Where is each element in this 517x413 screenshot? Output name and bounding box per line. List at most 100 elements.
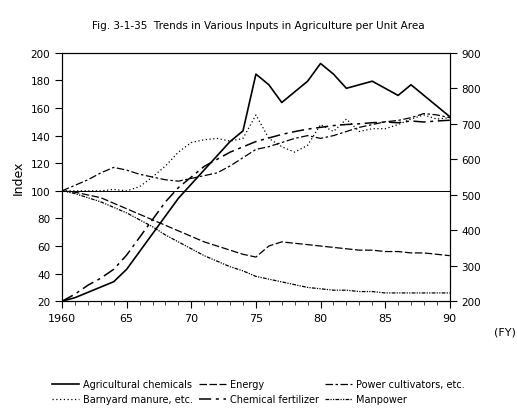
- Manpower: [201, 254, 207, 259]
- Energy: [124, 207, 130, 212]
- Agricultural chemicals: [98, 285, 104, 290]
- Power cultivators, etc.: [188, 176, 194, 181]
- Power cultivators, etc.: [201, 174, 207, 179]
- Manpower: [175, 240, 181, 245]
- Power cultivators, etc.: [175, 179, 181, 184]
- Chemical fertilizer: [421, 120, 427, 125]
- Power cultivators, etc.: [421, 112, 427, 117]
- Energy: [447, 254, 453, 259]
- Agricultural chemicals: [434, 104, 440, 109]
- Barnyard manure, etc.: [279, 145, 285, 150]
- Manpower: [305, 285, 311, 290]
- Chemical fertilizer: [188, 175, 194, 180]
- Agricultural chemicals: [330, 72, 337, 77]
- Power cultivators, etc.: [356, 126, 362, 131]
- Chemical fertilizer: [356, 122, 362, 127]
- Agricultural chemicals: [201, 168, 207, 173]
- Power cultivators, etc.: [447, 116, 453, 121]
- Barnyard manure, etc.: [98, 189, 104, 194]
- Barnyard manure, etc.: [447, 116, 453, 121]
- Chemical fertilizer: [162, 200, 169, 205]
- Power cultivators, etc.: [279, 141, 285, 146]
- Barnyard manure, etc.: [382, 127, 388, 132]
- Agricultural chemicals: [447, 115, 453, 120]
- Chemical fertilizer: [136, 235, 143, 240]
- Barnyard manure, etc.: [305, 143, 311, 148]
- Agricultural chemicals: [356, 83, 362, 88]
- Power cultivators, etc.: [85, 178, 91, 183]
- Agricultural chemicals: [227, 140, 233, 145]
- Power cultivators, etc.: [369, 123, 375, 128]
- Barnyard manure, etc.: [72, 189, 78, 194]
- Chemical fertilizer: [317, 126, 324, 131]
- Manpower: [317, 287, 324, 292]
- Chemical fertilizer: [395, 121, 401, 126]
- Barnyard manure, etc.: [421, 113, 427, 118]
- Chemical fertilizer: [201, 164, 207, 169]
- Manpower: [72, 192, 78, 197]
- Energy: [136, 212, 143, 217]
- Manpower: [343, 288, 349, 293]
- Agricultural chemicals: [149, 232, 156, 237]
- Energy: [434, 252, 440, 257]
- Chemical fertilizer: [266, 136, 272, 141]
- Agricultural chemicals: [292, 90, 298, 95]
- Chemical fertilizer: [98, 276, 104, 281]
- Chemical fertilizer: [59, 299, 65, 304]
- Chemical fertilizer: [253, 140, 259, 145]
- Line: Manpower: Manpower: [62, 191, 450, 293]
- Chemical fertilizer: [124, 253, 130, 258]
- Chemical fertilizer: [149, 218, 156, 223]
- Manpower: [111, 205, 117, 210]
- Power cultivators, etc.: [98, 171, 104, 176]
- Barnyard manure, etc.: [266, 137, 272, 142]
- Manpower: [330, 288, 337, 293]
- Power cultivators, etc.: [317, 137, 324, 142]
- Y-axis label: Index: Index: [12, 160, 25, 195]
- Power cultivators, etc.: [136, 172, 143, 177]
- Agricultural chemicals: [111, 280, 117, 285]
- Chemical fertilizer: [111, 267, 117, 272]
- Power cultivators, etc.: [240, 156, 246, 161]
- Power cultivators, etc.: [214, 171, 220, 176]
- Agricultural chemicals: [162, 214, 169, 219]
- Manpower: [395, 291, 401, 296]
- Energy: [59, 189, 65, 194]
- Chemical fertilizer: [382, 120, 388, 125]
- Agricultural chemicals: [175, 196, 181, 201]
- Manpower: [85, 196, 91, 201]
- Energy: [317, 244, 324, 249]
- Power cultivators, etc.: [149, 175, 156, 180]
- Chemical fertilizer: [343, 123, 349, 128]
- Chemical fertilizer: [175, 186, 181, 191]
- Energy: [356, 248, 362, 253]
- Chemical fertilizer: [408, 119, 414, 124]
- Manpower: [421, 291, 427, 296]
- Barnyard manure, etc.: [253, 113, 259, 118]
- Power cultivators, etc.: [111, 166, 117, 171]
- Manpower: [408, 291, 414, 296]
- Barnyard manure, etc.: [369, 127, 375, 132]
- Agricultural chemicals: [240, 129, 246, 134]
- Energy: [149, 218, 156, 223]
- Barnyard manure, etc.: [162, 164, 169, 169]
- Energy: [85, 193, 91, 198]
- Agricultural chemicals: [59, 299, 65, 304]
- Barnyard manure, etc.: [59, 189, 65, 194]
- Chemical fertilizer: [240, 145, 246, 150]
- Barnyard manure, etc.: [149, 175, 156, 180]
- Agricultural chemicals: [214, 154, 220, 159]
- Chemical fertilizer: [369, 121, 375, 126]
- Manpower: [162, 233, 169, 238]
- Chemical fertilizer: [330, 124, 337, 129]
- Text: (FY): (FY): [494, 326, 516, 337]
- Agricultural chemicals: [136, 249, 143, 254]
- Text: Fig. 3-1-35  Trends in Various Inputs in Agriculture per Unit Area: Fig. 3-1-35 Trends in Various Inputs in …: [92, 21, 425, 31]
- Line: Agricultural chemicals: Agricultural chemicals: [62, 64, 450, 301]
- Chemical fertilizer: [447, 119, 453, 123]
- Agricultural chemicals: [317, 62, 324, 67]
- Energy: [201, 240, 207, 245]
- Chemical fertilizer: [227, 150, 233, 155]
- Manpower: [59, 189, 65, 194]
- Manpower: [266, 277, 272, 282]
